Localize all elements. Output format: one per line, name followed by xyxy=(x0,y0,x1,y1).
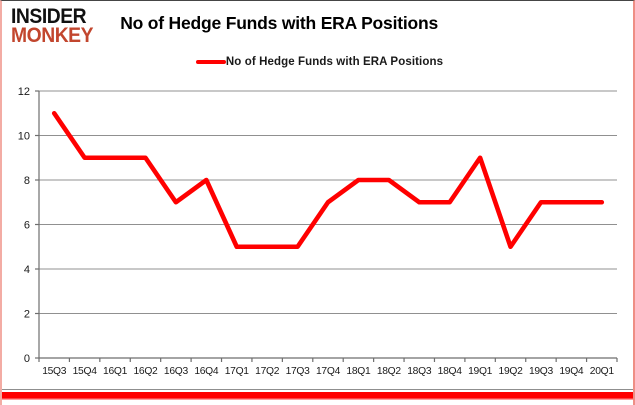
x-tick-label: 18Q3 xyxy=(407,366,432,377)
x-tick-label: 17Q2 xyxy=(255,366,280,377)
x-tick-label: 18Q4 xyxy=(438,366,463,377)
chart-title: No of Hedge Funds with ERA Positions xyxy=(120,13,439,33)
x-tick-label: 16Q2 xyxy=(133,366,158,377)
x-tick-label: 20Q1 xyxy=(590,366,615,377)
chart-legend: No of Hedge Funds with ERA Positions xyxy=(2,56,633,68)
logo-insider-text: INSIDER xyxy=(11,5,87,28)
x-tick-label: 19Q1 xyxy=(468,366,493,377)
x-tick-label: 16Q1 xyxy=(103,366,128,377)
x-tick-label: 16Q4 xyxy=(194,366,219,377)
y-tick-label: 4 xyxy=(24,264,30,276)
insider-monkey-logo: INSIDER MONKEY xyxy=(11,5,100,48)
legend-line-swatch xyxy=(195,60,226,64)
x-tick-label: 18Q2 xyxy=(377,366,402,377)
y-tick-label: 6 xyxy=(24,219,30,231)
x-tick-label: 18Q1 xyxy=(346,366,371,377)
x-tick-label: 19Q2 xyxy=(499,366,524,377)
x-tick-label: 17Q3 xyxy=(286,366,311,377)
x-tick-label: 15Q3 xyxy=(42,366,67,377)
widget-bottom-border xyxy=(2,389,633,390)
chart-header: INSIDER MONKEY No of Hedge Funds with ER… xyxy=(11,5,439,48)
x-tick-label: 17Q4 xyxy=(316,366,341,377)
y-tick-label: 8 xyxy=(24,175,30,187)
logo-monkey-text: MONKEY xyxy=(11,24,94,48)
y-tick-label: 12 xyxy=(18,86,30,98)
bottom-red-accent-bar xyxy=(2,392,633,400)
y-tick-label: 2 xyxy=(24,308,30,320)
series-line xyxy=(51,110,605,250)
y-tick-label: 0 xyxy=(24,353,30,365)
x-tick-label: 19Q4 xyxy=(559,366,584,377)
x-tick-label: 15Q4 xyxy=(73,366,98,377)
legend-label: No of Hedge Funds with ERA Positions xyxy=(225,56,444,68)
x-tick-label: 19Q3 xyxy=(529,366,554,377)
x-tick-label: 16Q3 xyxy=(164,366,189,377)
x-tick-label: 17Q1 xyxy=(225,366,250,377)
y-tick-label: 10 xyxy=(18,130,30,142)
